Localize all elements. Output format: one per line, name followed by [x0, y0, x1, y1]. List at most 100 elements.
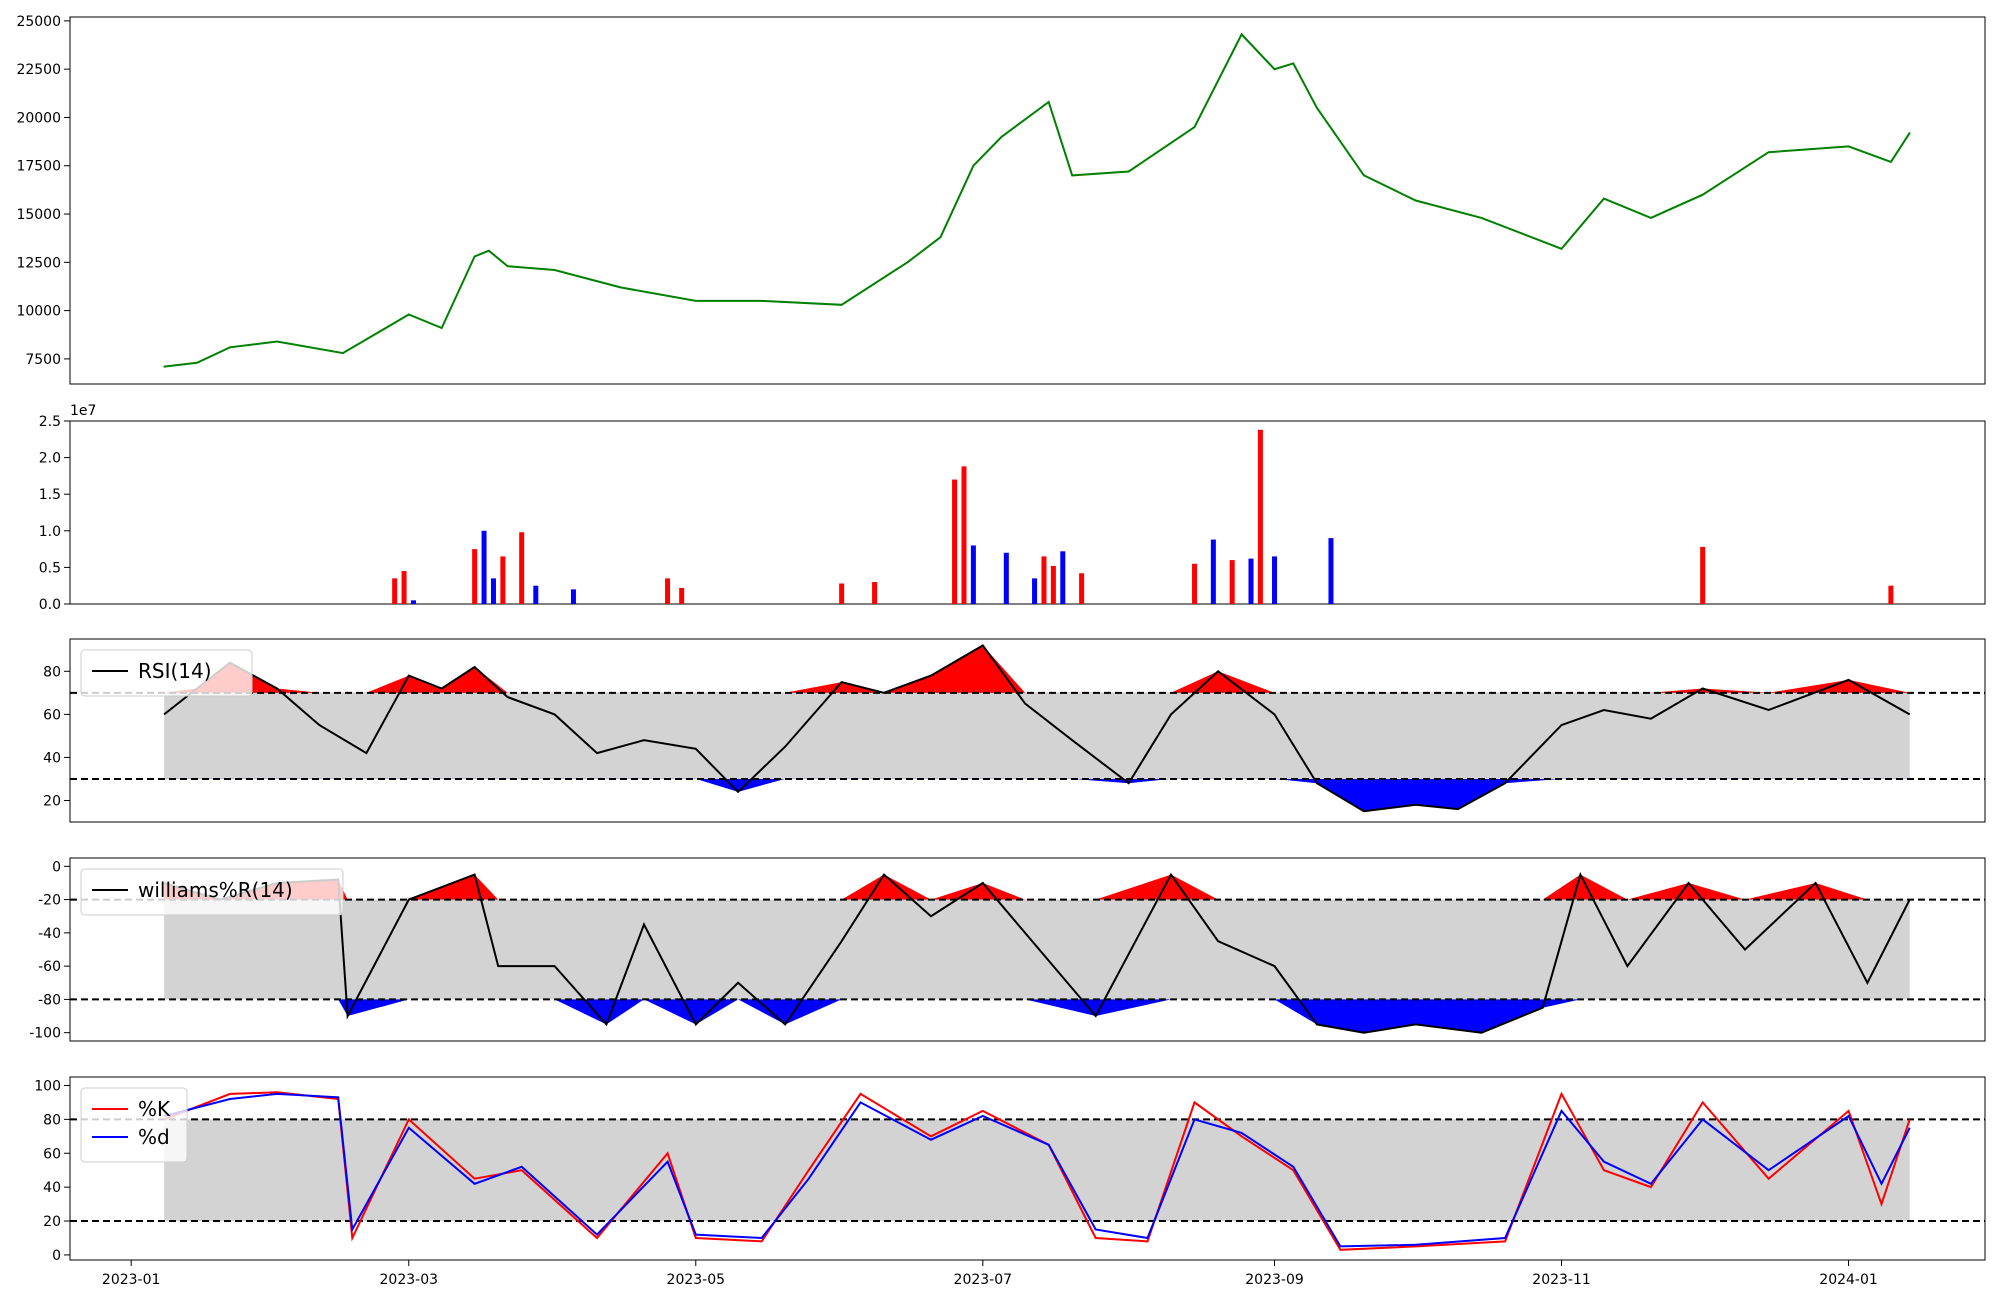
- price-point: [1000, 135, 1003, 138]
- price-point: [906, 261, 909, 264]
- d-line: [163, 1092, 1911, 1248]
- x-tick-label: 2023-09: [1245, 1272, 1304, 1288]
- y-tick-label: -20: [38, 893, 61, 909]
- neutral-band: [164, 1119, 1910, 1222]
- y-tick-label: 1.0: [39, 524, 61, 540]
- volume-bar: [570, 589, 576, 604]
- x-tick-label: 2023-07: [954, 1272, 1013, 1288]
- y-tick-label: 25000: [16, 14, 61, 30]
- y-tick-label: 7500: [25, 352, 61, 368]
- legend-label: williams%R(14): [138, 878, 293, 902]
- price-panel: 7500 10000 12500 15000 17500 20000 22500 25000: [16, 14, 1986, 385]
- y-tick-label: 60: [43, 707, 61, 723]
- volume-bar: [1888, 585, 1894, 604]
- price-point: [1127, 170, 1130, 173]
- oversold-fill: [164, 999, 1910, 1033]
- legend-label: %d: [138, 1125, 170, 1149]
- volume-bar: [1050, 565, 1056, 604]
- volume-bar: [1229, 560, 1235, 604]
- y-tick-label: 60: [43, 1146, 61, 1162]
- x-tick-label: 2024-01: [1819, 1272, 1878, 1288]
- y-tick-label: 20000: [16, 110, 61, 126]
- volume-bar: [1192, 563, 1198, 604]
- price-point: [440, 327, 443, 329]
- volume-bar: [1328, 538, 1334, 604]
- price-point: [1047, 101, 1050, 103]
- price-point: [1292, 62, 1295, 65]
- price-point: [506, 265, 509, 267]
- price-point: [1193, 126, 1196, 128]
- y-tick-label: 17500: [16, 159, 61, 175]
- price-point: [407, 313, 410, 316]
- price-point: [1071, 174, 1073, 177]
- price-point: [1603, 197, 1605, 200]
- price-point: [473, 255, 476, 258]
- price-point: [553, 269, 556, 271]
- price-point: [619, 286, 622, 289]
- price-point: [163, 365, 165, 368]
- volume-bar: [839, 583, 845, 604]
- volume-bar: [401, 571, 407, 604]
- x-axis: 2023-01 2023-03 2023-05 2023-07 2023-09 2023-…: [102, 1260, 1878, 1288]
- legend-label: RSI(14): [138, 659, 212, 683]
- y-tick-label: 0: [52, 859, 61, 875]
- price-point: [1316, 106, 1318, 109]
- volume-bar: [392, 578, 398, 604]
- y-tick-label: -60: [38, 959, 61, 975]
- x-tick-label: 2023-11: [1532, 1272, 1591, 1288]
- volume-bar: [410, 600, 416, 604]
- volume-bar: [1041, 556, 1047, 604]
- price-point: [840, 304, 843, 306]
- volume-bar: [961, 466, 967, 604]
- y-tick-label: 40: [43, 750, 61, 766]
- price-point: [1480, 217, 1483, 219]
- price-point: [1650, 217, 1652, 219]
- price-point: [1363, 174, 1365, 177]
- price-point: [229, 346, 231, 349]
- price-point: [1273, 68, 1276, 70]
- volume-bar: [1248, 558, 1254, 604]
- volume-scale-label: 1e7: [70, 403, 96, 419]
- volume-bar: [481, 530, 487, 604]
- volume-bar: [1257, 429, 1263, 604]
- plot-frame: [69, 16, 1986, 385]
- volume-bar: [1210, 539, 1216, 604]
- volume-bar: [952, 479, 958, 604]
- legend-label: %K: [138, 1097, 171, 1121]
- price-point: [276, 340, 278, 343]
- price-point: [1701, 193, 1704, 196]
- volume-bar: [500, 556, 506, 604]
- y-tick-label: 2.0: [39, 451, 61, 467]
- volume-bar: [490, 578, 496, 604]
- price-point: [1767, 151, 1770, 154]
- price-point: [939, 236, 942, 238]
- price-point: [1908, 132, 1911, 134]
- neutral-band: [164, 692, 1910, 779]
- oversold-fill: [164, 778, 1910, 812]
- legend-box: [80, 868, 344, 916]
- y-tick-label: 15000: [16, 207, 61, 223]
- plot-frame: [69, 1076, 1986, 1261]
- y-tick-label: 40: [43, 1180, 61, 1196]
- y-tick-label: 0: [52, 1248, 61, 1264]
- y-tick-label: 1.5: [39, 487, 61, 503]
- volume-bar: [679, 587, 685, 604]
- y-tick-label: 80: [43, 664, 61, 680]
- price-point: [972, 164, 975, 167]
- volume-bar: [665, 578, 671, 604]
- y-tick-label: 10000: [16, 304, 61, 320]
- plot-frame: [69, 857, 1986, 1042]
- plot-frame: [69, 638, 1986, 823]
- price-line: [163, 32, 1911, 368]
- williams-panel: 0 -20 -40 -60 -80 -100 williams%R(14): [29, 857, 1986, 1042]
- plot-frame: [69, 420, 1986, 605]
- overbought-fill: [164, 645, 1910, 693]
- y-tick-label: -80: [38, 992, 61, 1008]
- volume-bar: [1003, 552, 1009, 604]
- price-point: [1890, 161, 1892, 163]
- price-point: [1240, 33, 1243, 36]
- price-point: [760, 300, 763, 302]
- stochastic-panel: 0 20 40 60 80 100 %K %d: [34, 1076, 1986, 1264]
- y-tick-label: 20: [43, 793, 61, 809]
- y-tick-label: 22500: [16, 62, 61, 78]
